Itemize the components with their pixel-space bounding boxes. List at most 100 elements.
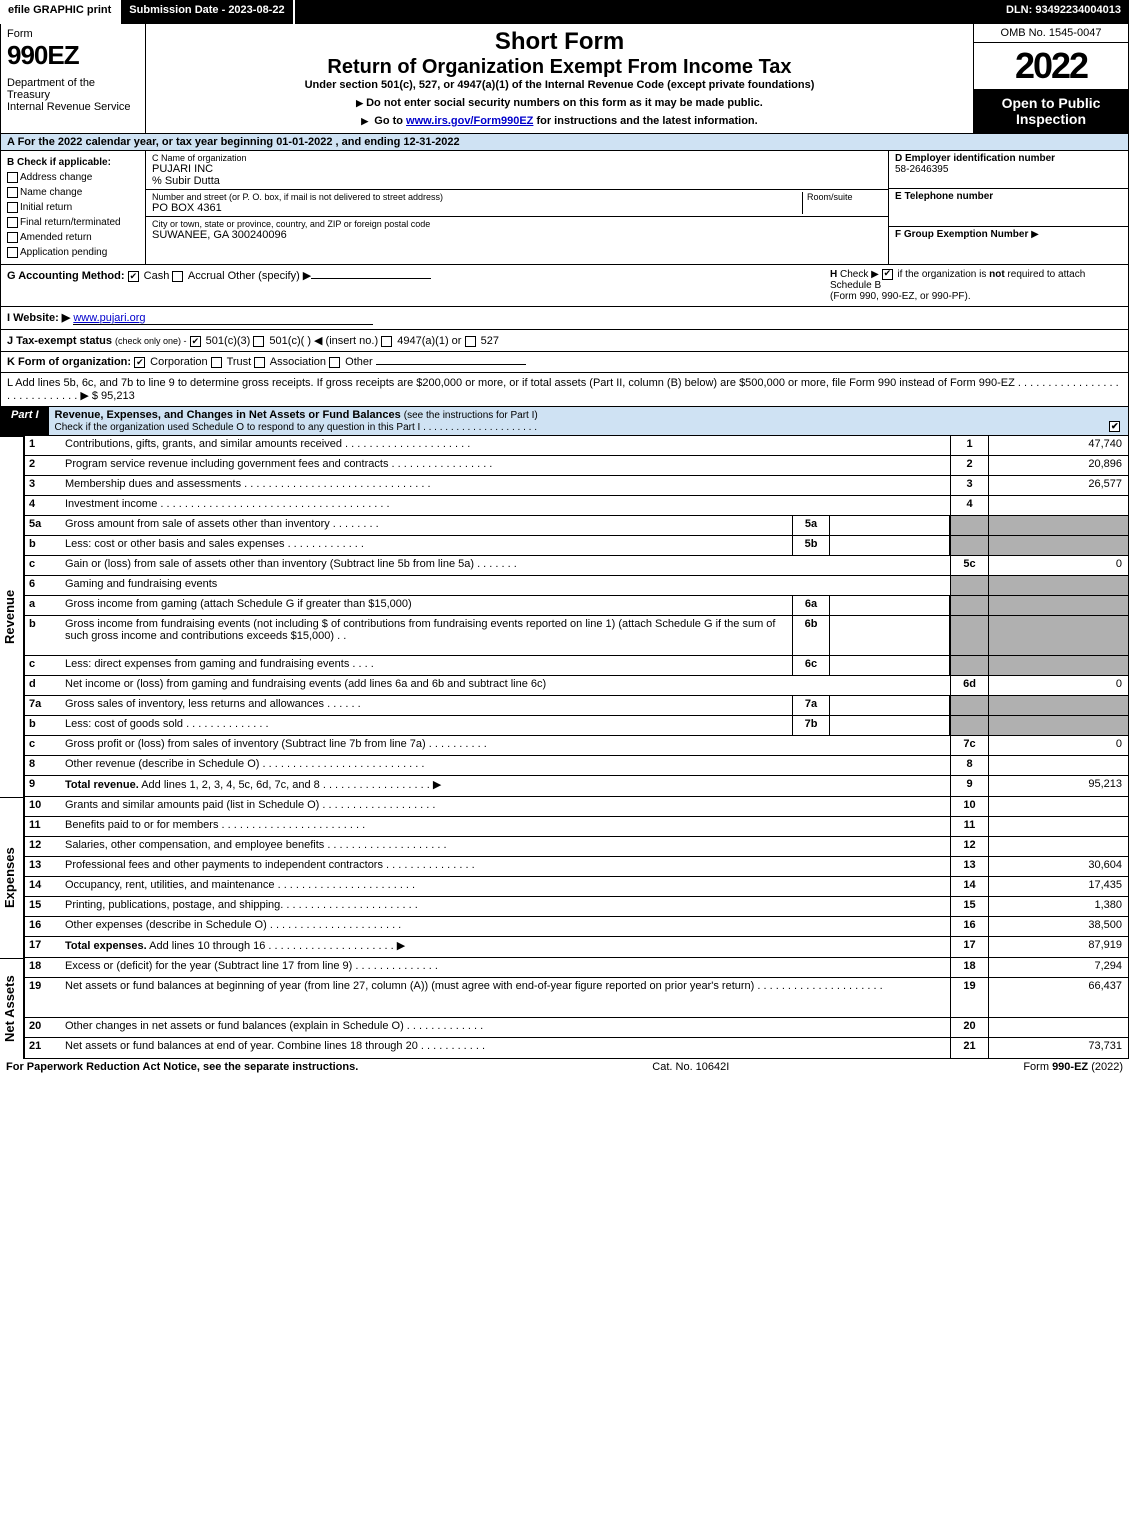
line-number: 7a xyxy=(25,696,61,715)
check-label: Final return/terminated xyxy=(20,217,121,228)
j-opt2: 501(c)( ) ◀ (insert no.) xyxy=(269,335,378,347)
line-ref: 3 xyxy=(950,476,988,495)
j-sub: (check only one) - xyxy=(115,336,187,346)
goto-post: for instructions and the latest informat… xyxy=(533,115,757,127)
sub-line-number: 7b xyxy=(792,716,830,735)
sub-value xyxy=(830,616,950,655)
checkbox[interactable] xyxy=(7,217,18,228)
checkbox[interactable] xyxy=(7,202,18,213)
line-ref: 2 xyxy=(950,456,988,475)
line-description: Gaming and fundraising events xyxy=(61,576,950,595)
dln-label: DLN: 93492234004013 xyxy=(998,0,1129,24)
line-description: Program service revenue including govern… xyxy=(61,456,950,475)
irs-link[interactable]: www.irs.gov/Form990EZ xyxy=(406,115,533,127)
amount-value xyxy=(988,756,1128,775)
trust-checkbox[interactable] xyxy=(211,357,222,368)
line-description: Gross income from fundraising events (no… xyxy=(61,616,792,655)
line-number: 20 xyxy=(25,1018,61,1037)
line-description: Contributions, gifts, grants, and simila… xyxy=(61,436,950,455)
other-label: Other (specify) ▶ xyxy=(228,270,312,282)
line-ref: 15 xyxy=(950,897,988,916)
line-ref: 8 xyxy=(950,756,988,775)
grp-arrow: ▶ xyxy=(1031,229,1039,240)
efile-label: efile GRAPHIC print xyxy=(0,0,121,24)
city-label: City or town, state or province, country… xyxy=(152,219,882,229)
line-number: 21 xyxy=(25,1038,61,1058)
line-description: Other expenses (describe in Schedule O) … xyxy=(61,917,950,936)
table-row: 8Other revenue (describe in Schedule O) … xyxy=(25,756,1128,776)
part1-checkbox[interactable] xyxy=(1109,421,1120,432)
line-j: J Tax-exempt status (check only one) - 5… xyxy=(0,330,1129,352)
amount-shade xyxy=(988,596,1128,615)
table-row: aGross income from gaming (attach Schedu… xyxy=(25,596,1128,616)
line-number: 10 xyxy=(25,797,61,816)
line-number: 15 xyxy=(25,897,61,916)
other-input[interactable] xyxy=(311,278,431,279)
cash-checkbox[interactable] xyxy=(128,271,139,282)
501c3-checkbox[interactable] xyxy=(190,336,201,347)
sub-value xyxy=(830,536,950,555)
cash-label: Cash xyxy=(144,270,170,282)
k-other-input[interactable] xyxy=(376,364,526,365)
accrual-label: Accrual xyxy=(188,270,225,282)
part1-title: Revenue, Expenses, and Changes in Net As… xyxy=(49,407,1128,435)
j-label: J Tax-exempt status xyxy=(7,335,112,347)
amount-shade xyxy=(988,716,1128,735)
line-number: 12 xyxy=(25,837,61,856)
footer-form-pre: Form xyxy=(1023,1061,1052,1073)
line-description: Gross income from gaming (attach Schedul… xyxy=(61,596,792,615)
amount-value: 47,740 xyxy=(988,436,1128,455)
checkbox[interactable] xyxy=(7,247,18,258)
h-checkbox[interactable] xyxy=(882,269,893,280)
part1-label: Part I xyxy=(1,407,49,435)
amount-value: 87,919 xyxy=(988,937,1128,957)
line-description: Less: cost or other basis and sales expe… xyxy=(61,536,792,555)
line-number: c xyxy=(25,736,61,755)
line-ref: 18 xyxy=(950,958,988,977)
line-number: 9 xyxy=(25,776,61,796)
line-description: Less: direct expenses from gaming and fu… xyxy=(61,656,792,675)
form-number: 990EZ xyxy=(7,40,139,71)
amount-value xyxy=(988,797,1128,816)
checkbox[interactable] xyxy=(7,232,18,243)
assoc-checkbox[interactable] xyxy=(254,357,265,368)
grp-label: F Group Exemption Number xyxy=(895,229,1028,240)
line-number: 6 xyxy=(25,576,61,595)
corp-checkbox[interactable] xyxy=(134,357,145,368)
line-ref: 5c xyxy=(950,556,988,575)
line-description: Grants and similar amounts paid (list in… xyxy=(61,797,950,816)
box-c: C Name of organization PUJARI INC % Subi… xyxy=(146,151,888,264)
amount-value: 30,604 xyxy=(988,857,1128,876)
line-number: b xyxy=(25,716,61,735)
other-checkbox[interactable] xyxy=(329,357,340,368)
website-link[interactable]: www.pujari.org xyxy=(73,312,373,325)
sub-line-number: 6b xyxy=(792,616,830,655)
accrual-checkbox[interactable] xyxy=(172,271,183,282)
sub-value xyxy=(830,716,950,735)
checkbox[interactable] xyxy=(7,172,18,183)
header-center: Short Form Return of Organization Exempt… xyxy=(146,24,973,133)
j-opt1: 501(c)(3) xyxy=(206,335,251,347)
table-row: cGain or (loss) from sale of assets othe… xyxy=(25,556,1128,576)
check-label: Application pending xyxy=(20,247,107,258)
netassets-table: 18Excess or (deficit) for the year (Subt… xyxy=(24,958,1129,1059)
section-a: A For the 2022 calendar year, or tax yea… xyxy=(0,134,1129,151)
501c-checkbox[interactable] xyxy=(253,336,264,347)
short-form-title: Short Form xyxy=(154,28,965,56)
under-section: Under section 501(c), 527, or 4947(a)(1)… xyxy=(154,79,965,91)
line-ref: 17 xyxy=(950,937,988,957)
4947-checkbox[interactable] xyxy=(381,336,392,347)
line-description: Gross sales of inventory, less returns a… xyxy=(61,696,792,715)
line-description: Benefits paid to or for members . . . . … xyxy=(61,817,950,836)
line-number: 4 xyxy=(25,496,61,515)
table-row: 14Occupancy, rent, utilities, and mainte… xyxy=(25,877,1128,897)
line-ref-shade xyxy=(950,616,988,655)
line-description: Net assets or fund balances at end of ye… xyxy=(61,1038,950,1058)
revenue-section: Revenue 1Contributions, gifts, grants, a… xyxy=(0,436,1129,797)
527-checkbox[interactable] xyxy=(465,336,476,347)
checkbox[interactable] xyxy=(7,187,18,198)
part1-header: Part I Revenue, Expenses, and Changes in… xyxy=(0,407,1129,436)
table-row: 4Investment income . . . . . . . . . . .… xyxy=(25,496,1128,516)
sub-value xyxy=(830,656,950,675)
line-ref: 4 xyxy=(950,496,988,515)
